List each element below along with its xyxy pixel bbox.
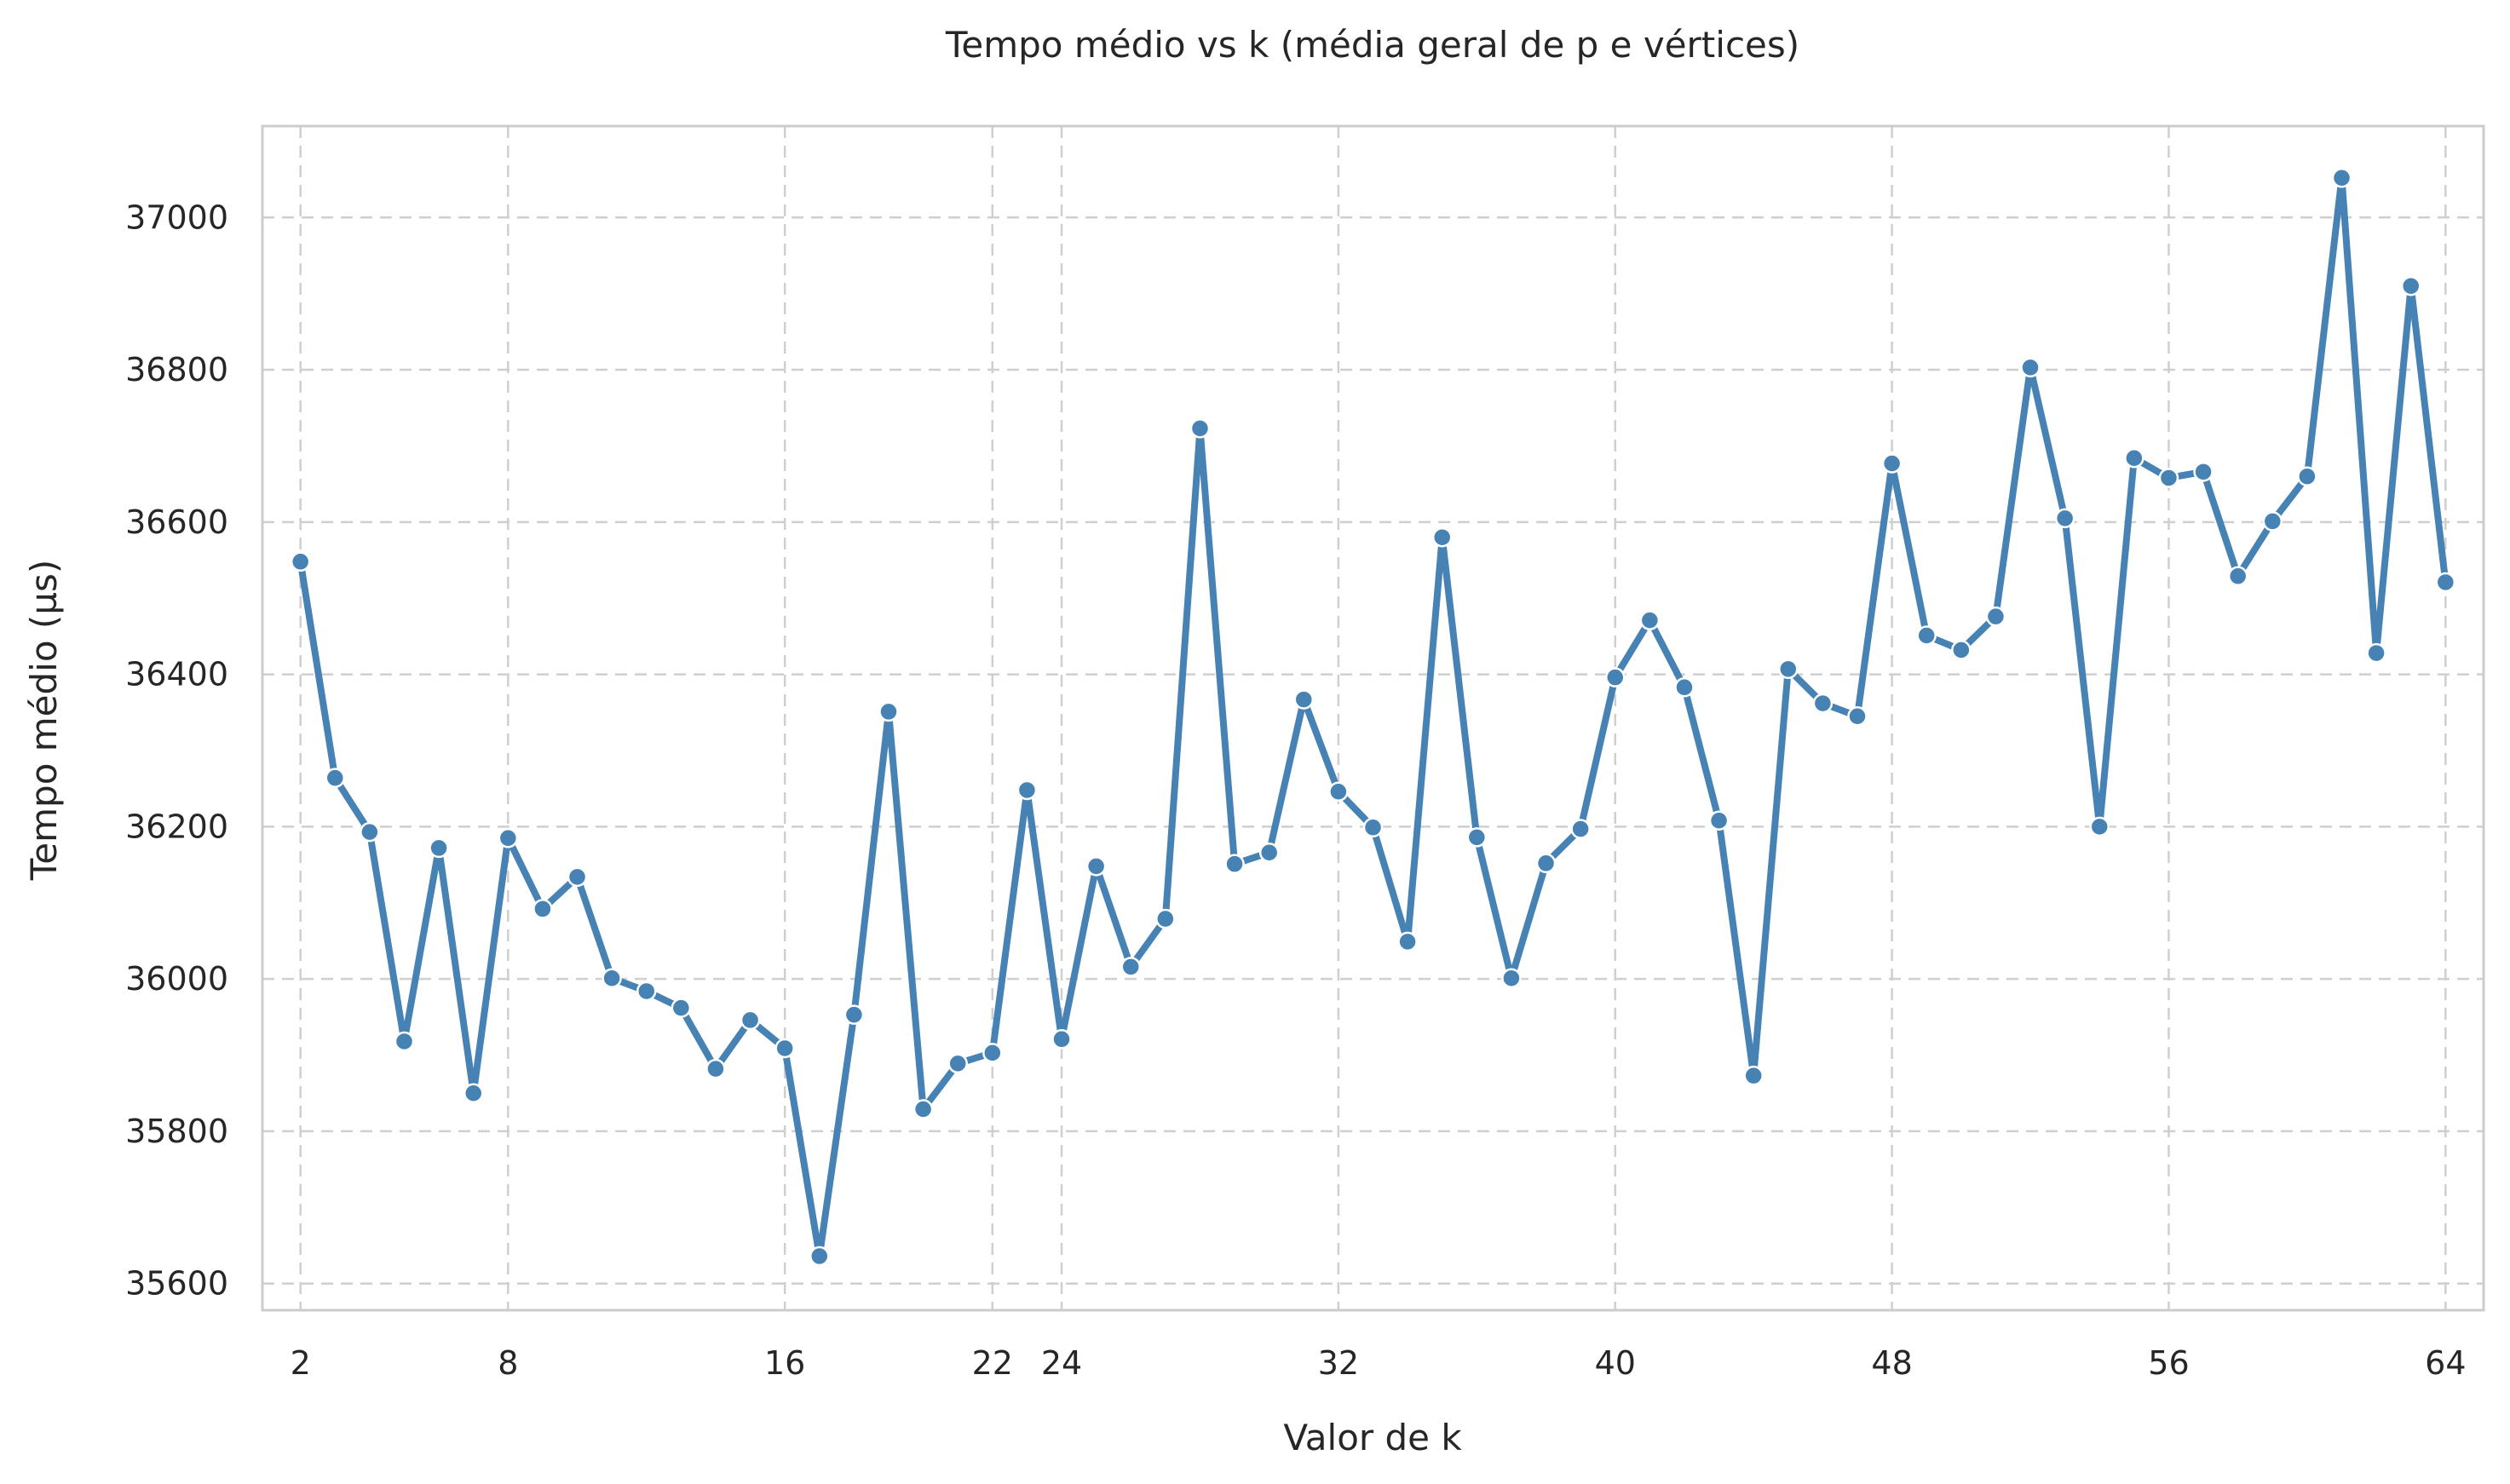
data-point (2435, 572, 2456, 593)
data-point (636, 981, 657, 1002)
data-point (1120, 957, 1141, 977)
data-point (947, 1053, 968, 1074)
data-point (1881, 453, 1903, 474)
x-tick-label: 22 (972, 1344, 1013, 1382)
data-point (2400, 275, 2421, 296)
y-tick-label: 36200 (125, 808, 228, 845)
data-point (2331, 168, 2352, 188)
data-point (360, 821, 380, 843)
y-axis-label: Tempo médio (µs) (23, 560, 65, 881)
chart-title: Tempo médio vs k (média geral de p e vér… (945, 24, 1799, 66)
data-point (740, 1009, 761, 1031)
data-point (1639, 610, 1661, 630)
y-tick-label: 36000 (125, 960, 228, 998)
data-point (290, 551, 311, 572)
data-point (498, 828, 519, 848)
data-point (1570, 819, 1591, 839)
x-tick-label: 16 (764, 1344, 805, 1382)
x-tick-label: 40 (1595, 1344, 1636, 1382)
data-point (671, 998, 692, 1018)
data-point (1258, 843, 1280, 863)
x-axis-ticks: 2 8 16 22 24 32 40 48 56 64 (291, 1344, 2467, 1382)
data-point (429, 837, 449, 859)
data-point (1535, 853, 1557, 874)
grid (262, 126, 2484, 1310)
data-point (533, 899, 553, 919)
x-tick-label: 8 (498, 1344, 518, 1382)
data-point (2089, 816, 2110, 837)
data-point (1778, 659, 1799, 680)
y-axis-ticks: 35600 35800 36000 36200 36400 36600 36800 37000 (125, 198, 228, 1302)
data-point (1051, 1029, 1072, 1050)
data-point (2054, 508, 2075, 529)
series-line (296, 174, 2450, 1260)
series-layer (290, 168, 2456, 1267)
data-point (1916, 625, 1937, 646)
data-point (1362, 817, 1384, 838)
data-point (1674, 677, 1695, 698)
data-point (602, 968, 622, 989)
data-point (1501, 968, 1522, 989)
x-tick-label: 32 (1318, 1344, 1359, 1382)
y-tick-label: 36600 (125, 503, 228, 541)
data-point (1605, 667, 1626, 687)
data-point (1708, 810, 1730, 831)
data-point (1293, 689, 1315, 710)
data-point (2297, 466, 2317, 486)
data-point (843, 1004, 865, 1025)
data-point (1812, 693, 1834, 714)
data-point (2262, 511, 2283, 532)
x-axis-label: Valor de k (1283, 1417, 1462, 1458)
plot-area-frame (261, 124, 2485, 1312)
data-point (1431, 526, 1453, 548)
data-point (1085, 856, 1107, 877)
data-point (1466, 827, 1488, 848)
data-point (1743, 1065, 1764, 1086)
y-tick-label: 37000 (125, 198, 228, 236)
data-point (1951, 640, 1972, 660)
x-tick-label: 48 (1871, 1344, 1912, 1382)
x-tick-label: 2 (291, 1344, 311, 1382)
data-point (1985, 606, 2006, 627)
data-point (774, 1038, 795, 1059)
x-tick-label: 64 (2425, 1344, 2466, 1382)
data-point (1328, 781, 1349, 802)
data-point (912, 1099, 934, 1119)
data-point (2193, 462, 2214, 482)
data-point (2227, 566, 2248, 587)
data-point (809, 1245, 830, 1267)
data-point (982, 1043, 1003, 1063)
data-point (394, 1031, 415, 1052)
data-point (567, 866, 588, 888)
data-point (1224, 854, 1245, 874)
y-tick-label: 36800 (125, 351, 228, 388)
data-point (2366, 642, 2386, 664)
data-point (463, 1083, 484, 1103)
data-point (2158, 468, 2179, 488)
data-point (1155, 908, 1176, 929)
data-point (2020, 357, 2041, 378)
data-point (1016, 779, 1038, 801)
y-tick-label: 35800 (125, 1113, 228, 1150)
y-tick-label: 35600 (125, 1265, 228, 1303)
y-tick-label: 36400 (125, 656, 228, 693)
data-point (2124, 447, 2144, 469)
data-point (1189, 418, 1211, 439)
x-tick-label: 56 (2148, 1344, 2189, 1382)
data-point (878, 701, 899, 722)
data-point (705, 1058, 726, 1079)
data-point (1397, 931, 1418, 952)
x-tick-label: 24 (1041, 1344, 1082, 1382)
data-point (1847, 706, 1868, 727)
data-point (325, 768, 346, 788)
